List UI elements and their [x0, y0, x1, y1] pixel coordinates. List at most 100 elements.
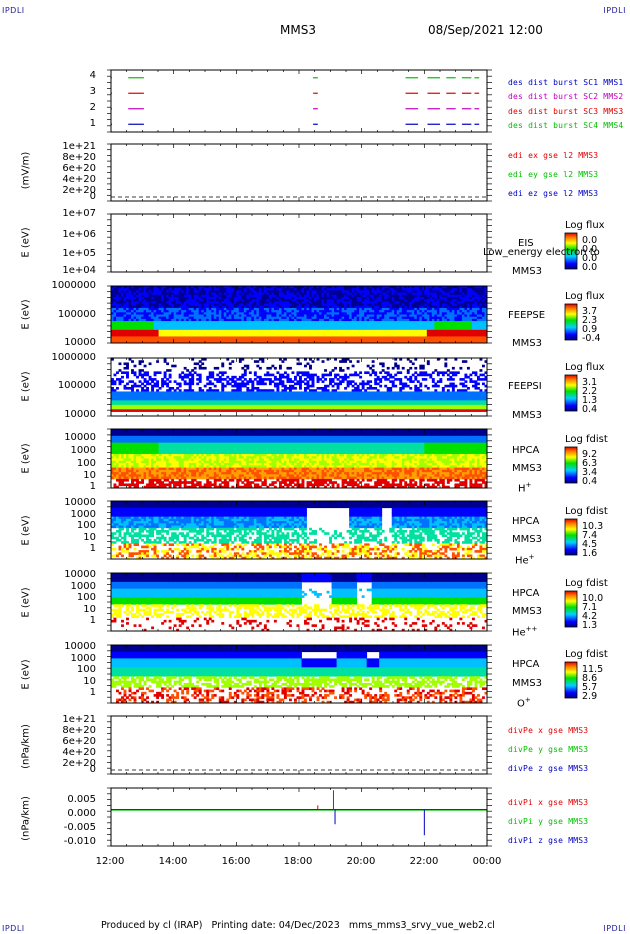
spectrogram-cell — [133, 305, 137, 309]
spectrogram-cell — [243, 404, 247, 408]
edi-ytick: 8e+20 — [62, 152, 96, 163]
spectrogram-cell — [291, 299, 295, 302]
spectrogram-cell — [226, 288, 230, 291]
spectrogram-cell — [334, 294, 337, 298]
spectrogram-cell — [266, 305, 270, 309]
spectrogram-cell — [461, 288, 465, 291]
spectrogram-cell — [213, 336, 217, 340]
spectrogram-cell — [334, 318, 337, 322]
spectrogram-cell — [341, 305, 345, 309]
spectrogram-cell — [133, 323, 137, 326]
spectrogram-cell — [278, 290, 282, 293]
spectrogram-cell — [366, 286, 370, 289]
spectrogram-cell — [136, 329, 139, 333]
spectrogram-cell — [291, 303, 295, 307]
spectrogram-cell — [211, 404, 215, 408]
spectrogram-cell — [203, 292, 207, 296]
spectrogram-cell — [481, 286, 485, 289]
spectrogram-cell — [191, 286, 195, 289]
spectrogram-cell — [326, 336, 330, 340]
spectrogram-cell — [191, 301, 195, 304]
spectrogram-cell — [371, 305, 375, 309]
spectrogram-cell — [409, 305, 413, 309]
spectrogram-cell — [223, 290, 227, 293]
spectrogram-cell — [273, 409, 277, 412]
spectrogram-cell — [218, 332, 222, 335]
spectrogram-cell — [441, 329, 445, 333]
spectrogram-cell — [351, 323, 355, 326]
spectrogram-cell — [271, 398, 275, 401]
spectrogram-cell — [261, 407, 265, 410]
spectrogram-cell — [156, 393, 160, 397]
spectrogram-cell — [171, 318, 175, 322]
spectrogram-cell — [456, 312, 460, 315]
spectrogram-cell — [291, 338, 295, 342]
spectrogram-cell — [126, 398, 129, 401]
spectrogram-cell — [441, 299, 445, 302]
spectrogram-cell — [211, 307, 215, 311]
spectrogram-cell — [379, 338, 383, 342]
spectrogram-cell — [346, 301, 350, 304]
spectrogram-cell — [116, 395, 119, 399]
spectrogram-cell — [171, 334, 175, 337]
spectrogram-cell — [283, 393, 287, 397]
spectrogram-cell — [369, 292, 373, 296]
spectrogram-cell — [281, 288, 285, 291]
spectrogram-cell — [451, 323, 455, 326]
spectrogram-cell — [429, 323, 433, 326]
spectrogram-cell — [203, 404, 207, 408]
spectrogram-cell — [419, 340, 423, 344]
spectrogram-cell — [236, 305, 240, 309]
spectrogram-cell — [171, 286, 175, 289]
spectrogram-cell — [193, 288, 197, 291]
spectrogram-cell — [424, 327, 428, 331]
spectrogram-cell — [479, 325, 483, 329]
spectrogram-cell — [211, 292, 215, 296]
spectrogram-cell — [431, 303, 435, 307]
spectrogram-cell — [273, 303, 277, 307]
spectrogram-cell — [213, 407, 217, 410]
spectrogram-cell — [411, 338, 415, 342]
spectrogram-cell — [216, 391, 220, 395]
spectrogram-cell — [161, 299, 165, 302]
spectrogram-cell — [191, 332, 195, 335]
spectrogram-cell — [211, 391, 215, 395]
spectrogram-cell — [384, 299, 388, 302]
spectrogram-cell — [248, 391, 252, 395]
spectrogram-cell — [183, 318, 187, 322]
spectrogram-cell — [181, 378, 185, 381]
spectrogram-cell — [421, 318, 425, 322]
spectrogram-cell — [136, 332, 139, 335]
spectrogram-cell — [156, 321, 160, 324]
spectrogram-cell — [359, 292, 363, 296]
spectrogram-cell — [354, 312, 358, 315]
spectrogram-cell — [203, 366, 207, 370]
spectrogram-cell — [181, 286, 185, 289]
spectrogram-cell — [346, 290, 350, 293]
spectrogram-cell — [156, 380, 160, 383]
spectrogram-cell — [476, 286, 480, 289]
spectrogram-cell — [439, 327, 443, 331]
spectrogram-cell — [341, 329, 345, 333]
spectrogram-cell — [436, 307, 440, 311]
spectrogram-cell — [351, 292, 355, 296]
spectrogram-cell — [461, 329, 465, 333]
spectrogram-cell — [281, 310, 285, 313]
spectrogram-cell — [241, 316, 245, 320]
spectrogram-cell — [273, 393, 277, 397]
spectrogram-cell — [253, 400, 257, 404]
spectrogram-cell — [178, 327, 182, 331]
spectrogram-cell — [276, 307, 280, 311]
spectrogram-cell — [321, 288, 325, 291]
spectrogram-cell — [243, 400, 247, 404]
spectrogram-cell — [484, 318, 488, 322]
spectrogram-cell — [414, 332, 418, 335]
spectrogram-cell — [456, 338, 460, 342]
spectrogram-cell — [346, 332, 350, 335]
spectrogram-cell — [314, 288, 317, 291]
spectrogram-cell — [321, 332, 325, 335]
spectrogram-cell — [168, 321, 172, 324]
spectrogram-cell — [131, 314, 134, 318]
spectrogram-cell — [131, 294, 134, 298]
spectrogram-cell — [158, 290, 162, 293]
